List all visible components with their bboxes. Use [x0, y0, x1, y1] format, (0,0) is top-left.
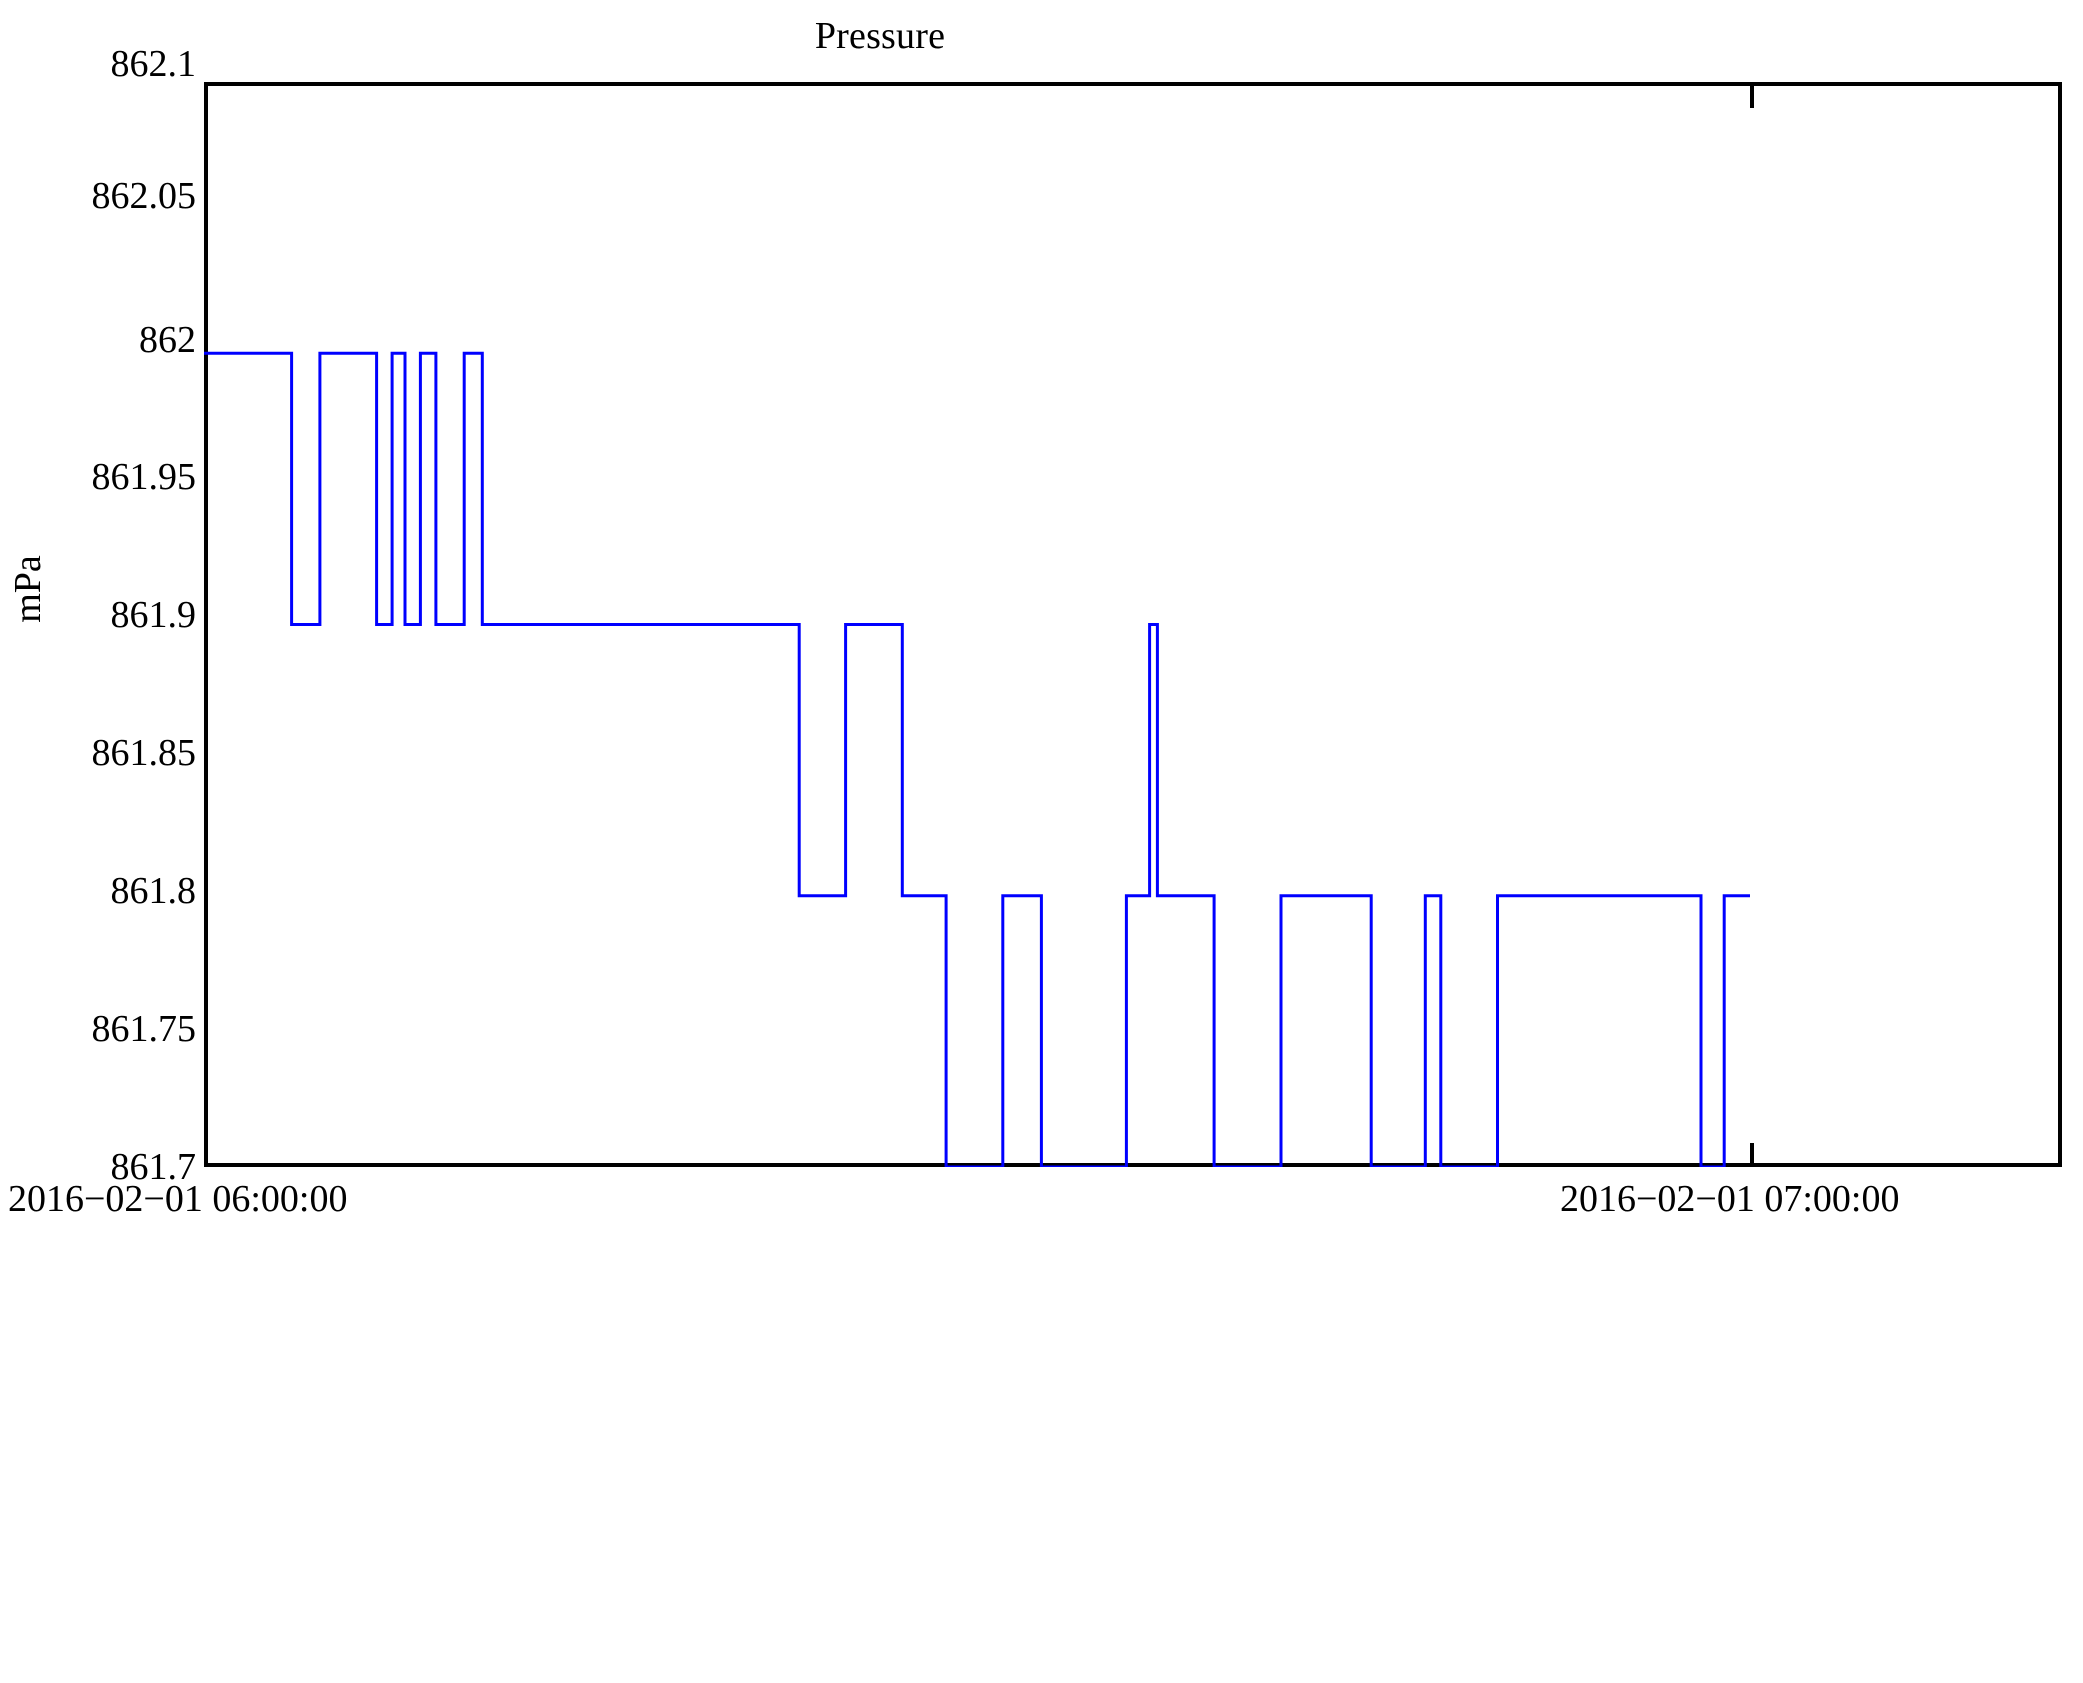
- y-tick-label-861.9: 861.9: [110, 594, 197, 636]
- pressure-series-svg: [204, 82, 2062, 1167]
- x-tick-mark-bottom-0700: [1750, 1143, 1754, 1165]
- chart-title: Pressure: [814, 15, 946, 57]
- x-tick-label-0600: 2016−02−01 06:00:00: [8, 1178, 348, 1220]
- y-axis-label: mPa: [7, 555, 49, 623]
- y-tick-label-862.1: 862.1: [110, 43, 197, 85]
- x-tick-mark-top-0700: [1750, 86, 1754, 108]
- y-tick-label-861.85: 861.85: [91, 732, 197, 774]
- y-tick-label-861.7: 861.7: [110, 1146, 197, 1188]
- y-tick-label-862.05: 862.05: [91, 175, 197, 217]
- x-tick-label-0700: 2016−02−01 07:00:00: [1560, 1178, 1900, 1220]
- pressure-series-line: [204, 353, 1750, 1167]
- y-tick-label-861.75: 861.75: [91, 1008, 197, 1050]
- y-tick-label-862: 862: [139, 319, 196, 361]
- y-tick-label-861.8: 861.8: [110, 870, 197, 912]
- y-tick-label-861.95: 861.95: [91, 456, 197, 498]
